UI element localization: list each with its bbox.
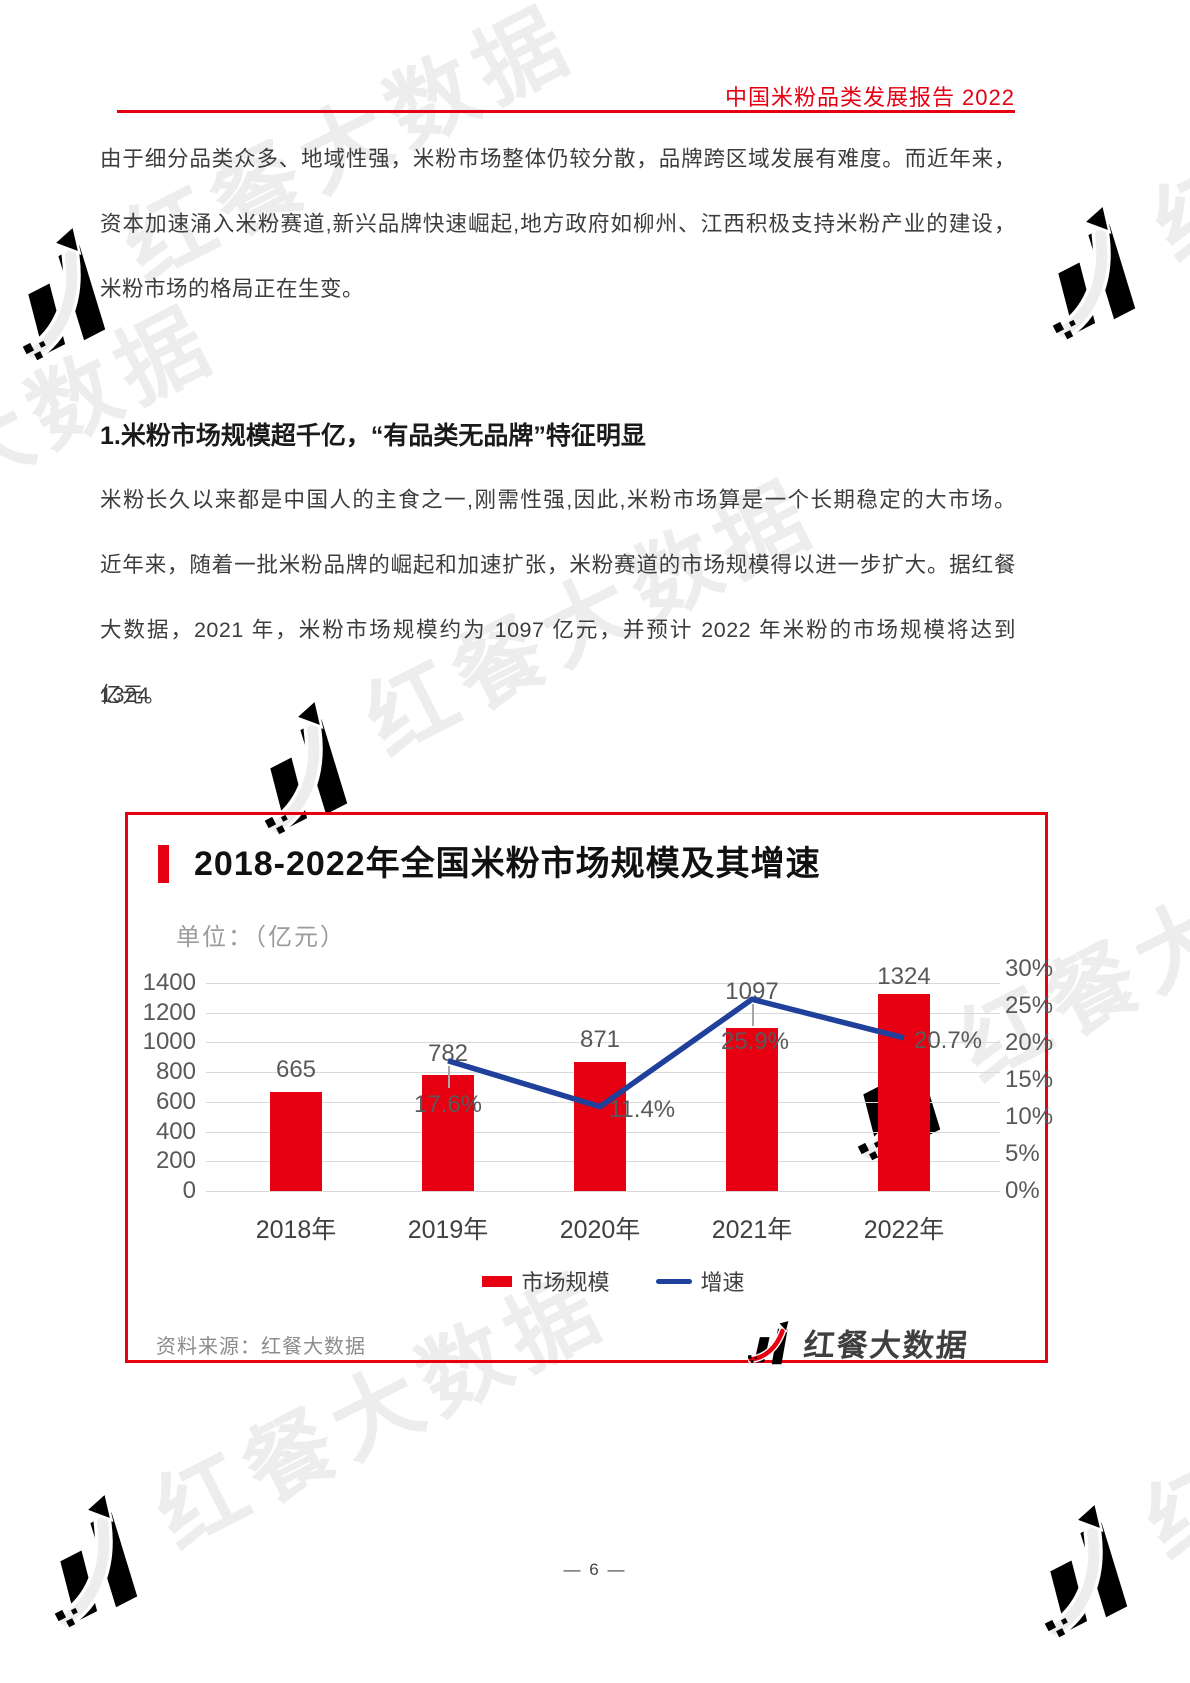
left-axis-tick: 1000 bbox=[142, 1028, 196, 1056]
x-axis-label: 2021年 bbox=[711, 1216, 793, 1244]
growth-point-label: 17.6% bbox=[413, 1090, 483, 1118]
bar-value-label: 665 bbox=[275, 1056, 317, 1084]
bar-value-label: 1324 bbox=[877, 963, 931, 991]
left-axis-tick: 400 bbox=[155, 1117, 196, 1145]
gridline bbox=[206, 983, 1000, 984]
report-header-title: 中国米粉品类发展报告 2022 bbox=[724, 85, 1015, 110]
legend-label: 市场规模 bbox=[521, 1270, 610, 1295]
left-axis-tick: 800 bbox=[155, 1058, 196, 1086]
paragraph2-line1: 米粉长久以来都是中国人的主食之一,刚需性强,因此,米粉市场算是一个长期稳定的大市… bbox=[100, 488, 1016, 512]
left-axis-tick: 1200 bbox=[142, 998, 196, 1026]
growth-point-label: 11.4% bbox=[608, 1095, 676, 1123]
bar-value-label: 871 bbox=[579, 1025, 621, 1053]
legend-label: 增速 bbox=[700, 1270, 745, 1295]
bar-2019年 bbox=[422, 1074, 474, 1191]
page-number: — 6 — bbox=[563, 1560, 627, 1579]
x-axis-label: 2020年 bbox=[559, 1216, 641, 1244]
growth-point-label: 25.9% bbox=[720, 1028, 790, 1056]
section-heading: 1.米粉市场规模超千亿，“有品类无品牌”特征明显 bbox=[100, 422, 646, 450]
paragraph2-line2: 近年来，随着一批米粉品牌的崛起和加速扩张，米粉赛道的市场规模得以进一步扩大。据红… bbox=[100, 553, 1016, 577]
title-accent-bar bbox=[158, 845, 169, 883]
left-axis-tick: 1400 bbox=[142, 969, 196, 996]
x-axis-label: 2019年 bbox=[407, 1216, 489, 1244]
label-leader-line bbox=[448, 1065, 450, 1088]
bar-2021年 bbox=[726, 1028, 778, 1191]
chart-source-note: 资料来源：红餐大数据 bbox=[156, 1336, 366, 1358]
left-axis-tick: 0 bbox=[182, 1177, 196, 1204]
label-leader-line bbox=[752, 1004, 754, 1027]
paragraph2-line3: 大数据，2021 年，米粉市场规模约为 1097 亿元，并预计 2022 年米粉… bbox=[100, 618, 1016, 707]
x-axis-label: 2022年 bbox=[863, 1216, 945, 1244]
right-axis-tick: 20% bbox=[1005, 1029, 1054, 1056]
left-axis-tick: 200 bbox=[155, 1147, 196, 1175]
header-rule bbox=[117, 110, 1015, 113]
legend-line-swatch bbox=[655, 1278, 692, 1284]
legend-item-market-size: 市场规模 bbox=[482, 1265, 610, 1297]
legend-item-growth: 增速 bbox=[655, 1265, 745, 1297]
bar-2020年 bbox=[574, 1061, 626, 1191]
legend-bar-swatch bbox=[482, 1275, 513, 1287]
chart-title-row: 2018-2022年全国米粉市场规模及其增速 bbox=[158, 843, 821, 885]
paragraph1-line2: 资本加速涌入米粉赛道,新兴品牌快速崛起,地方政府如柳州、江西积极支持米粉产业的建… bbox=[100, 212, 1016, 236]
x-axis-label: 2018年 bbox=[255, 1216, 337, 1244]
gridline bbox=[206, 1042, 1000, 1044]
chart-title: 2018-2022年全国米粉市场规模及其增速 bbox=[194, 845, 821, 883]
right-axis-tick: 30% bbox=[1005, 955, 1054, 982]
bar-2018年 bbox=[270, 1092, 322, 1191]
gridline bbox=[206, 1191, 1000, 1192]
right-axis-tick: 15% bbox=[1005, 1066, 1054, 1093]
bar-2022年 bbox=[878, 994, 930, 1191]
paragraph2-line4: 亿元。 bbox=[100, 683, 167, 707]
growth-point-label: 20.7% bbox=[913, 1026, 983, 1054]
chart-card: 2018-2022年全国米粉市场规模及其增速 单位：（亿元） 市场规模 增速 资料… bbox=[125, 812, 1053, 1363]
right-axis-tick: 25% bbox=[1005, 992, 1054, 1019]
left-axis-tick: 600 bbox=[155, 1087, 196, 1115]
gridline bbox=[206, 1012, 1000, 1014]
right-axis-tick: 10% bbox=[1005, 1103, 1054, 1130]
paragraph1-line1: 由于细分品类众多、地域性强，米粉市场整体仍较分散，品牌跨区域发展有难度。而近年来… bbox=[100, 147, 1016, 171]
growth-line bbox=[447, 996, 905, 1110]
chart-unit-label: 单位：（亿元） bbox=[176, 924, 346, 951]
chart-legend: 市场规模 增速 bbox=[155, 1265, 1072, 1297]
right-axis-tick: 0% bbox=[1005, 1177, 1040, 1204]
right-axis-tick: 5% bbox=[1005, 1140, 1040, 1167]
paragraph1-line3: 米粉市场的格局正在生变。 bbox=[100, 277, 365, 301]
